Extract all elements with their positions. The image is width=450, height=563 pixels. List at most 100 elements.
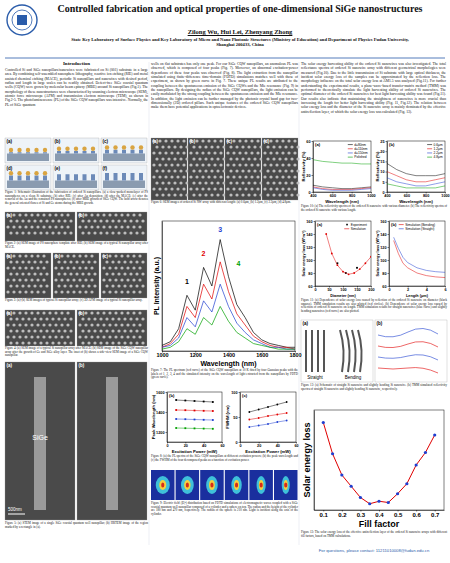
- pillar: [74, 174, 78, 180]
- texture: [232, 151, 235, 154]
- y-axis-line: [162, 222, 163, 352]
- texture: [167, 145, 170, 148]
- texture: [219, 139, 222, 142]
- texture: [45, 272, 48, 275]
- y-tick-mark: [312, 175, 314, 176]
- texture: [27, 231, 30, 234]
- field: [184, 480, 190, 490]
- texture: [238, 175, 241, 178]
- texture: [126, 225, 129, 228]
- texture: [87, 231, 90, 234]
- marker: [276, 404, 278, 406]
- texture: [69, 219, 72, 222]
- texture: [123, 231, 126, 234]
- texture: [126, 266, 129, 269]
- texture: [266, 145, 269, 148]
- texture: [15, 341, 18, 344]
- nanowire: [305, 330, 307, 372]
- image-panel: (d): [262, 138, 300, 200]
- texture: [114, 278, 117, 281]
- texture: [129, 231, 132, 234]
- texture: [284, 169, 287, 172]
- texture: [132, 290, 135, 293]
- y-axis-title: Reflectivity (%): [301, 151, 306, 182]
- image: [5, 310, 75, 346]
- caption: Figure 4: (a) SEM image of a typical Si …: [5, 347, 148, 358]
- image-label: SiGe: [32, 434, 48, 441]
- y-tick: 60: [308, 285, 315, 289]
- texture: [18, 213, 21, 216]
- texture: [39, 317, 42, 320]
- marker: [276, 421, 278, 423]
- texture: [141, 317, 144, 320]
- texture: [126, 278, 129, 281]
- texture: [284, 157, 287, 160]
- texture: [117, 231, 120, 234]
- texture: [84, 290, 87, 293]
- texture: [87, 341, 90, 344]
- y-tick-mark: [314, 247, 316, 248]
- texture: [36, 254, 39, 257]
- y-axis-title: Solar energy loss (W*m⁻²): [302, 230, 306, 277]
- texture: [60, 278, 63, 281]
- chart: 0501001502006080100120140160ExperimentSi…: [302, 220, 375, 298]
- x-axis-title: Excitation Power (mW): [245, 449, 291, 454]
- y-tick: 1200: [156, 431, 167, 435]
- texture: [266, 181, 269, 184]
- marker: [286, 412, 288, 414]
- texture: [24, 335, 27, 338]
- texture: [75, 284, 78, 287]
- marker: [396, 492, 399, 495]
- y-tick-label: 0: [308, 191, 310, 195]
- y-tick-label: 60: [308, 285, 312, 289]
- substrate: [7, 181, 49, 189]
- image: [225, 138, 261, 200]
- texture: [123, 260, 126, 263]
- texture: [170, 151, 173, 154]
- y-axis: 120014001600: [156, 391, 167, 443]
- texture: [99, 341, 102, 344]
- column-rule: [149, 62, 150, 545]
- y-tick-label: 5: [382, 181, 384, 185]
- texture: [235, 181, 238, 184]
- texture: [60, 254, 63, 257]
- x-axis: 0.10.20.30.40.50.60.7: [315, 510, 445, 518]
- caption: Figure 11: (a) Dependence of solar energ…: [301, 299, 447, 313]
- pillar: [122, 150, 126, 154]
- panel-label: (c): [103, 139, 109, 144]
- x-axis-line: [316, 286, 372, 287]
- texture: [45, 284, 48, 287]
- texture: [226, 175, 229, 178]
- nanowire: [317, 330, 319, 372]
- panel-label: (a): [7, 213, 13, 218]
- texture: [235, 145, 238, 148]
- texture: [164, 139, 167, 142]
- texture: [158, 175, 161, 178]
- x-tick: 800: [349, 192, 355, 198]
- texture: [164, 175, 167, 178]
- plot-area: [325, 233, 371, 275]
- sphere: [17, 148, 21, 152]
- marker: [203, 419, 205, 421]
- texture: [173, 157, 176, 160]
- marker: [175, 409, 177, 411]
- texture: [253, 169, 256, 172]
- y-tick-mark: [166, 432, 168, 433]
- marker: [368, 502, 371, 505]
- texture: [78, 335, 81, 338]
- texture: [93, 231, 96, 234]
- x-axis: 0204060: [166, 442, 224, 448]
- texture: [155, 169, 158, 172]
- field-map: [200, 470, 224, 500]
- x-tick-label: 100: [340, 288, 346, 292]
- texture: [244, 187, 247, 190]
- series-line: [313, 188, 371, 191]
- texture: [54, 266, 57, 269]
- y-tick-label: 100: [231, 391, 237, 395]
- y-axis-title: Solar energy loss (W*m⁻²): [376, 230, 380, 277]
- texture: [45, 219, 48, 222]
- panel-label: (b): [169, 393, 175, 398]
- texture: [39, 284, 42, 287]
- section-heading: Introduction: [5, 61, 148, 67]
- field: [235, 483, 238, 488]
